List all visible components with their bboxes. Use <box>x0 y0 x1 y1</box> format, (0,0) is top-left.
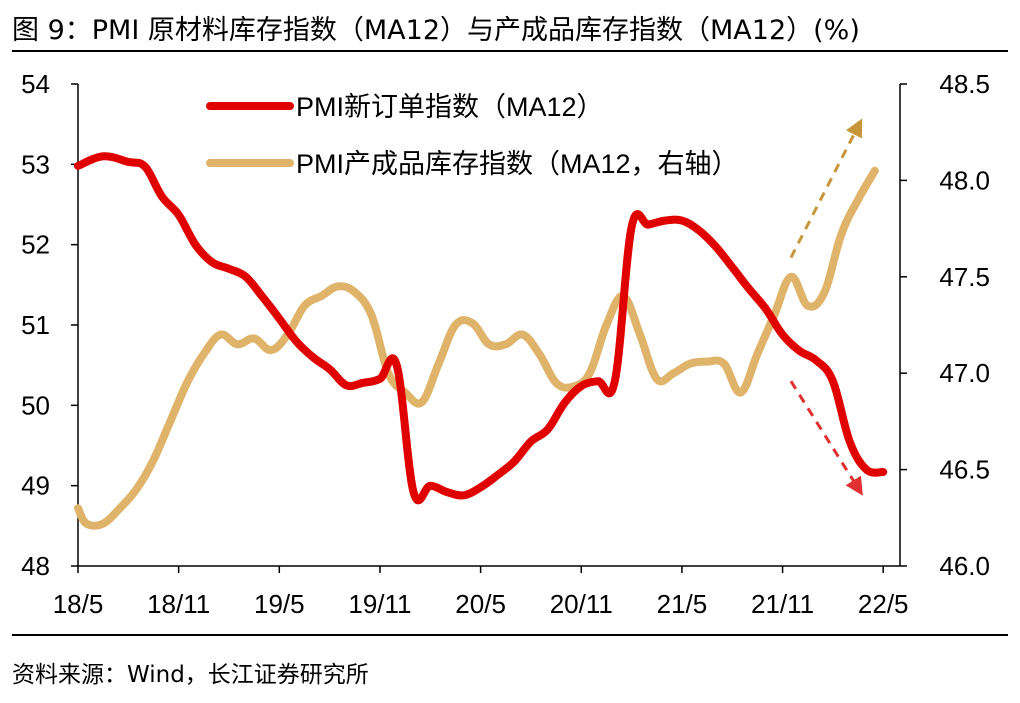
legend-label-new-orders: PMI新订单指数（MA12） <box>296 92 604 122</box>
source-rule <box>12 634 1008 636</box>
right-tick-label: 48.0 <box>939 165 990 195</box>
left-tick-label: 54 <box>21 69 50 99</box>
x-tick-label: 18/11 <box>147 589 210 619</box>
x-axis-ticks: 18/5 18/11 19/5 19/11 20/5 20/11 21/5 21/11 22/5 <box>53 566 909 619</box>
x-tick-label: 22/5 <box>858 589 909 619</box>
title-rule <box>12 50 1008 52</box>
left-tick-label: 49 <box>21 471 50 501</box>
legend: PMI新订单指数（MA12） PMI产成品库存指数（MA12，右轴） <box>206 92 739 179</box>
right-tick-label: 46.5 <box>939 455 990 485</box>
right-tick-label: 47.0 <box>939 358 990 388</box>
x-tick-label: 21/11 <box>751 589 814 619</box>
trend-arrow-down <box>789 380 863 496</box>
series-line-new-orders <box>74 152 888 505</box>
x-tick-label: 20/5 <box>455 589 506 619</box>
legend-label-inventory: PMI产成品库存指数（MA12，右轴） <box>296 149 739 179</box>
right-tick-label: 48.5 <box>939 69 990 99</box>
x-tick-label: 19/5 <box>254 589 305 619</box>
left-tick-label: 53 <box>21 149 50 179</box>
left-tick-label: 52 <box>21 230 50 260</box>
figure-title: 图 9：PMI 原材料库存指数（MA12）与产成品库存指数（MA12）(%) <box>12 15 860 46</box>
trend-arrow-up <box>789 118 863 259</box>
x-tick-label: 18/5 <box>53 589 104 619</box>
x-tick-label: 21/5 <box>657 589 708 619</box>
x-tick-label: 20/11 <box>550 589 613 619</box>
right-axis-ticks: 46.0 46.5 47.0 47.5 48.0 48.5 <box>900 69 990 581</box>
series-line-inventory <box>74 166 879 530</box>
left-tick-label: 48 <box>21 551 50 581</box>
source-note: 资料来源：Wind，长江证券研究所 <box>12 662 369 688</box>
right-tick-label: 47.5 <box>939 262 990 292</box>
left-tick-label: 50 <box>21 390 50 420</box>
x-tick-label: 19/11 <box>348 589 411 619</box>
left-tick-label: 51 <box>21 310 50 340</box>
right-tick-label: 46.0 <box>939 551 990 581</box>
left-axis-ticks: 48 49 50 51 52 53 54 <box>21 69 78 581</box>
